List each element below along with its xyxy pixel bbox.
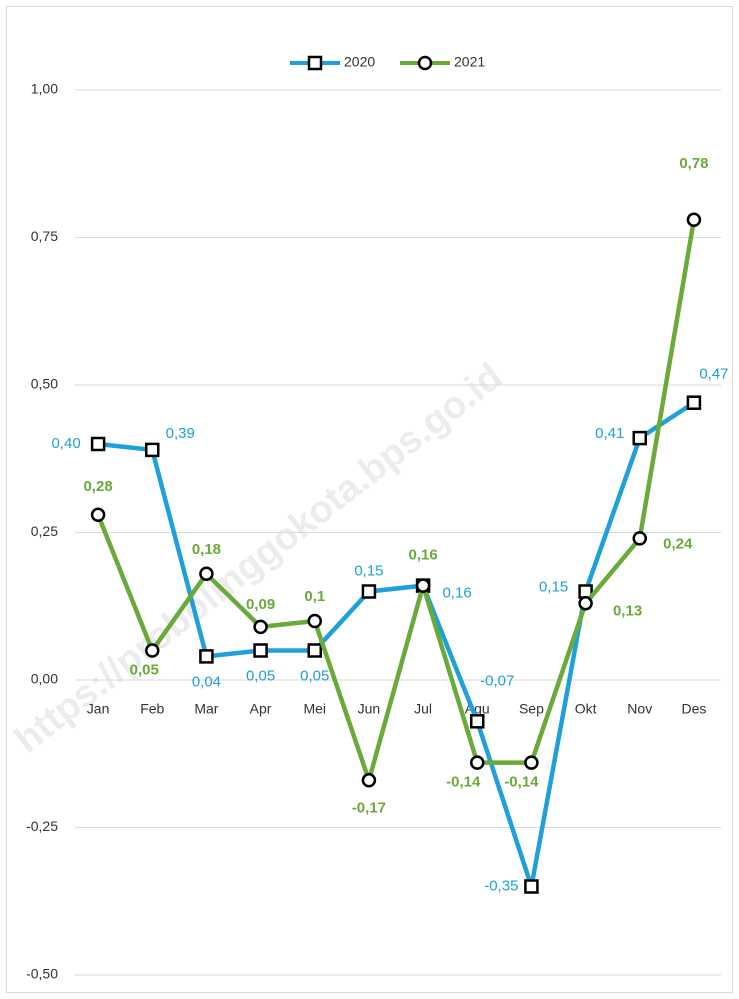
point	[199, 566, 214, 582]
data-label: -0,14	[504, 774, 539, 791]
data-label: 0,28	[83, 478, 112, 495]
legend-label: 2021	[454, 54, 485, 70]
point	[361, 773, 377, 788]
data-label: 0,24	[663, 535, 693, 552]
point	[578, 596, 593, 611]
data-label: 0,41	[595, 425, 624, 442]
data-label: -0,07	[480, 672, 514, 689]
data-label: 0,05	[130, 661, 159, 678]
y-tick-label: 0,00	[31, 671, 58, 687]
data-label: -0,14	[446, 774, 481, 791]
data-label: -0,17	[352, 799, 386, 816]
data-label: 0,40	[51, 435, 80, 452]
x-tick-label: Apr	[250, 701, 272, 717]
y-tick-label: -0,25	[26, 818, 58, 834]
data-label: 0,1	[304, 588, 325, 605]
point	[415, 578, 431, 593]
data-label: 0,15	[539, 578, 568, 595]
x-tick-label: Mar	[194, 701, 218, 717]
data-label: 0,05	[300, 667, 329, 684]
y-tick-label: 0,50	[31, 376, 58, 392]
point	[90, 507, 106, 523]
x-tick-label: Jun	[358, 701, 381, 717]
x-tick-label: Des	[681, 701, 706, 717]
legend-marker	[307, 55, 323, 71]
point	[307, 613, 322, 629]
point	[632, 531, 647, 546]
x-tick-label: Feb	[140, 701, 164, 717]
y-tick-label: 1,00	[31, 81, 58, 97]
chart-border	[6, 6, 733, 993]
x-tick-label: Nov	[627, 701, 652, 717]
point	[686, 212, 702, 228]
data-label: 0,15	[354, 562, 383, 579]
data-label: 0,04	[192, 673, 221, 690]
series-line	[95, 219, 697, 783]
point	[253, 619, 268, 635]
y-tick-label: 0,75	[31, 228, 58, 244]
legend-label: 2020	[344, 54, 375, 70]
data-label: 0,05	[246, 667, 275, 684]
point	[307, 643, 322, 658]
x-tick-label: Mei	[303, 701, 326, 717]
point	[686, 395, 702, 410]
data-label: 0,09	[246, 596, 275, 613]
x-tick-label: Sep	[519, 701, 544, 717]
data-label: 0,78	[679, 155, 708, 172]
data-label: -0,35	[484, 877, 518, 894]
point	[361, 584, 377, 599]
data-label: 0,39	[166, 425, 195, 442]
point	[145, 442, 160, 458]
x-tick-label: Jul	[414, 701, 432, 717]
data-label: 0,47	[699, 366, 728, 383]
x-tick-label: Okt	[575, 701, 597, 717]
y-tick-label: -0,50	[26, 966, 58, 982]
data-label: 0,16	[408, 547, 437, 564]
data-label: 0,18	[192, 541, 221, 558]
legend-marker	[417, 55, 433, 71]
point	[470, 714, 485, 729]
data-label: 0,13	[613, 602, 642, 619]
series-line	[97, 400, 696, 889]
point	[253, 643, 268, 658]
point	[90, 436, 106, 452]
point	[470, 755, 485, 770]
point	[524, 879, 539, 894]
data-label: 0,16	[442, 585, 471, 602]
point	[145, 643, 160, 658]
point	[199, 649, 214, 664]
x-tick-label: Jan	[87, 701, 110, 717]
y-tick-label: 0,25	[31, 523, 58, 539]
point	[632, 430, 647, 446]
point	[524, 755, 539, 770]
